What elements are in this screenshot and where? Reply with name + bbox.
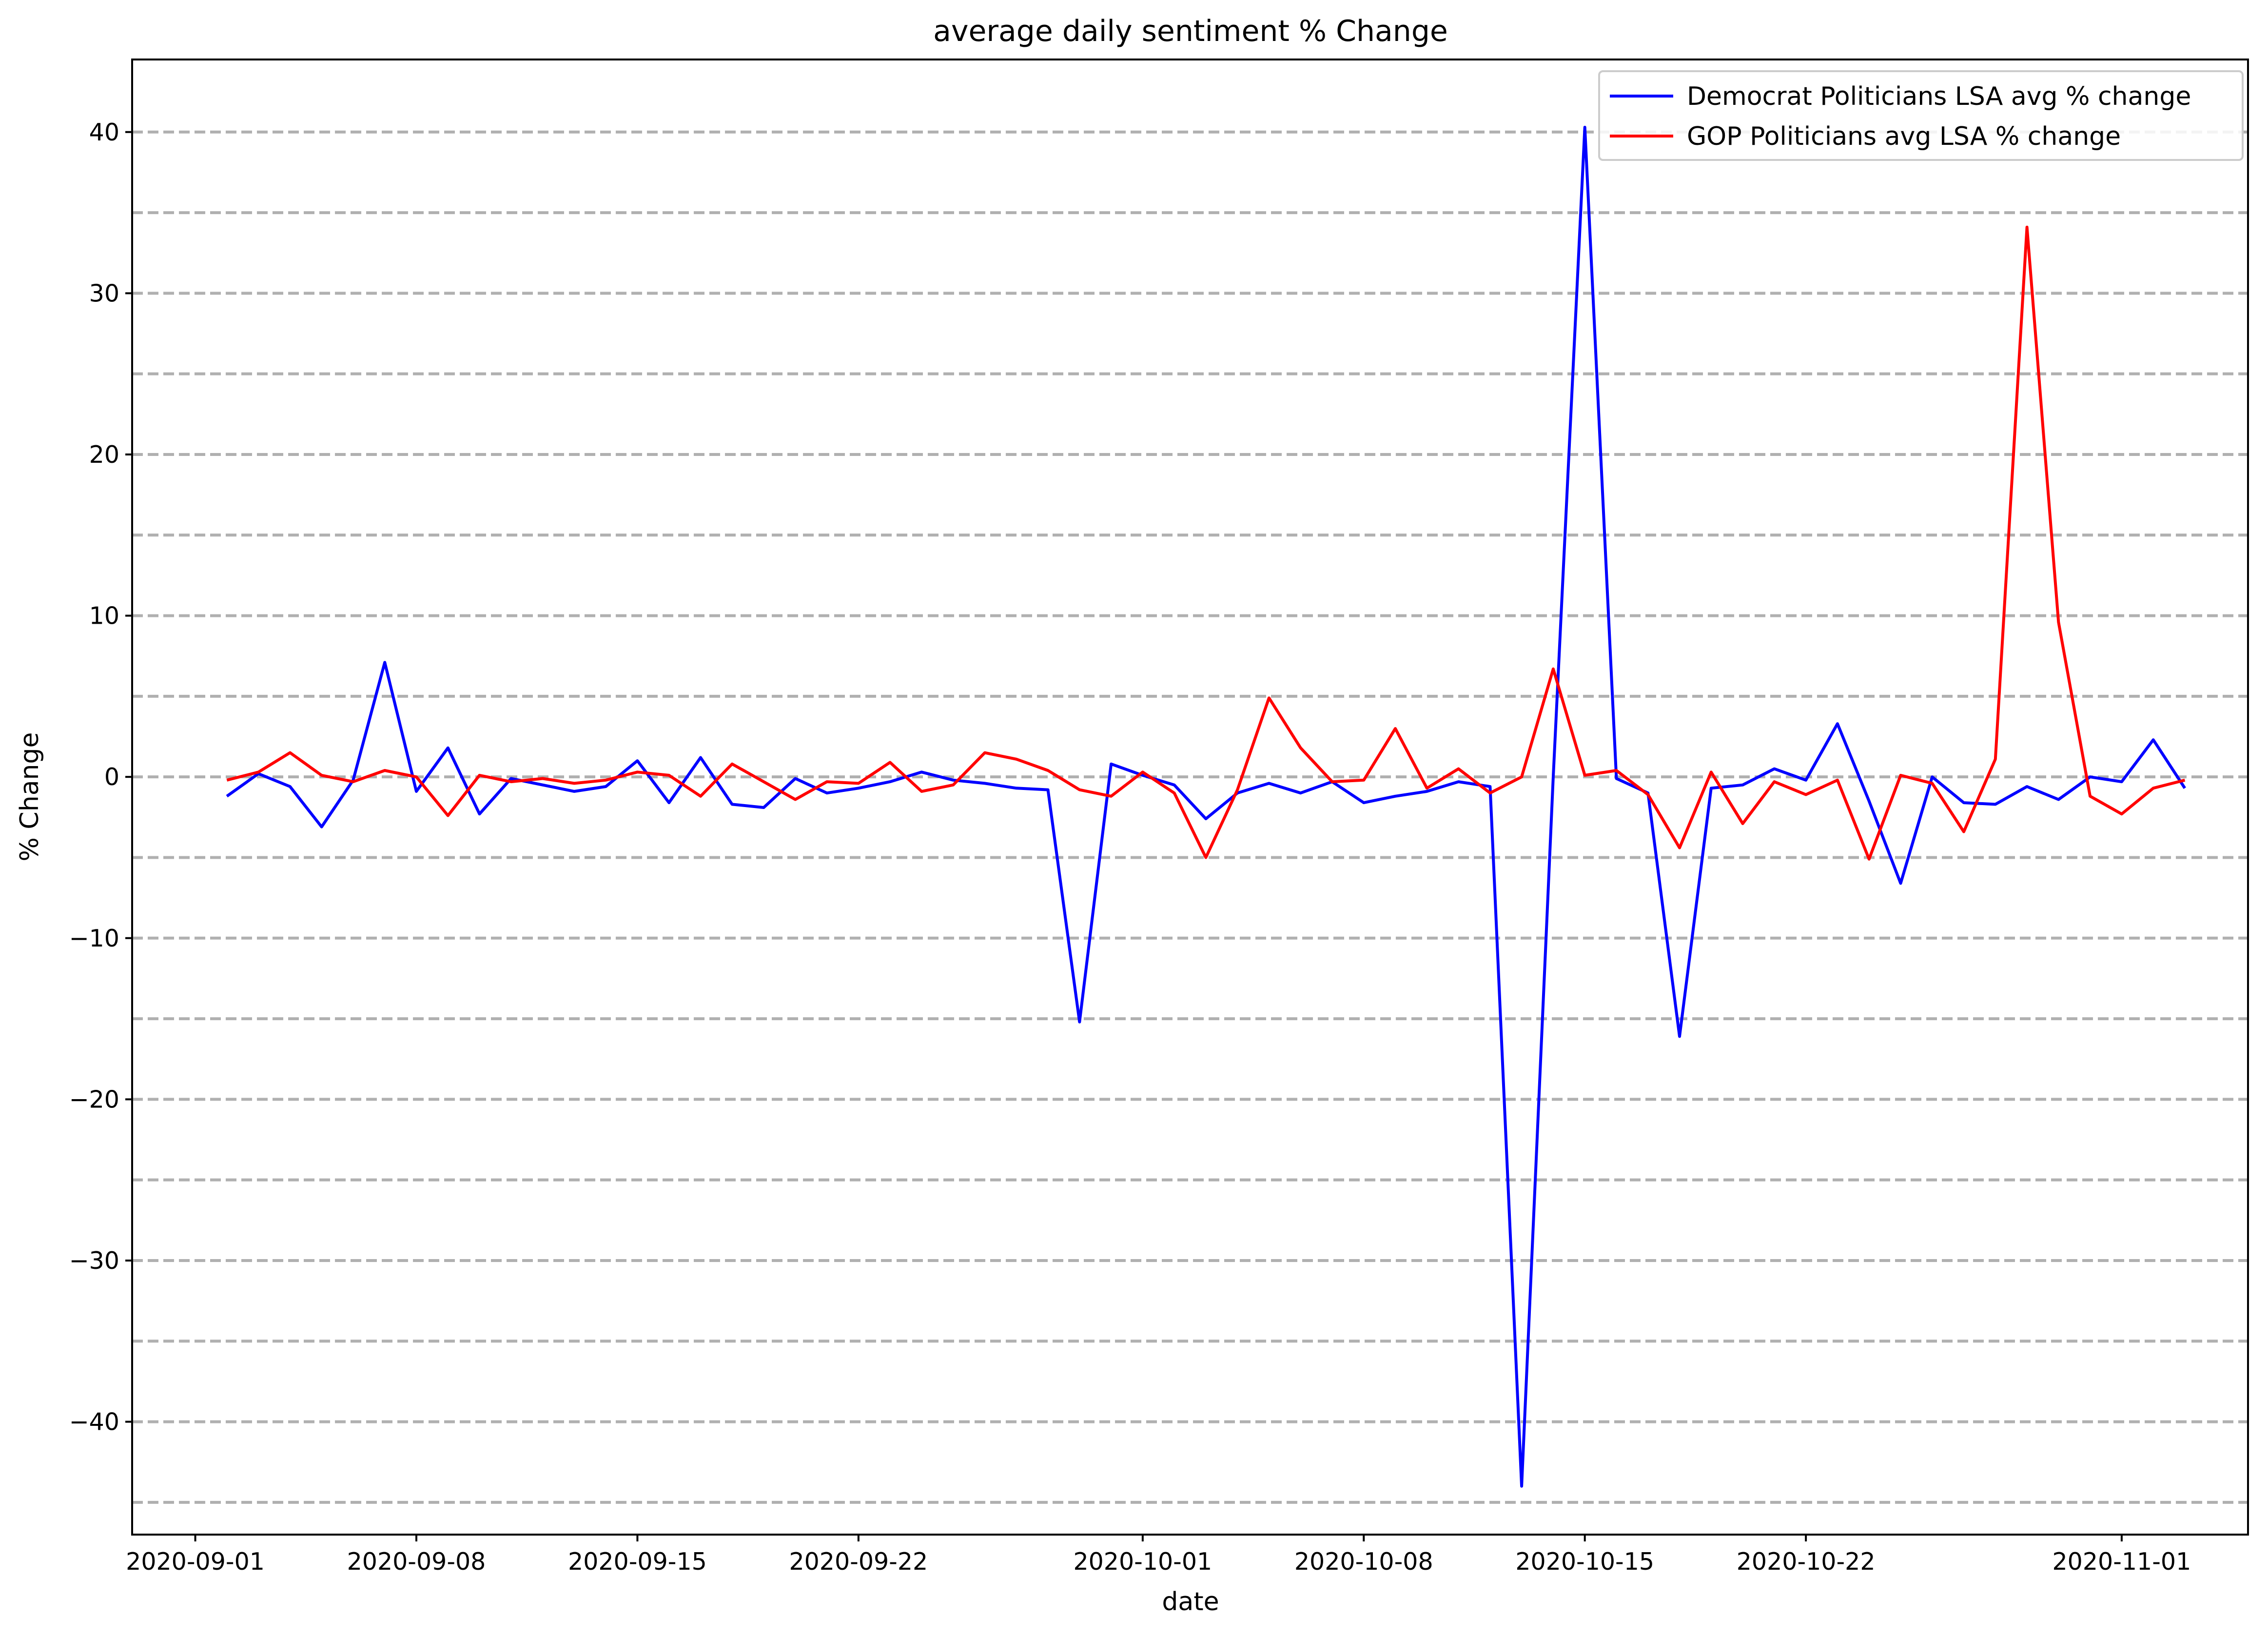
y-tick-label: −30 [69,1247,119,1275]
y-tick-label: 20 [89,441,119,469]
y-tick-label: −20 [69,1085,119,1113]
y-axis: −40 −30 −20 −10 0 10 20 30 40 [69,118,132,1436]
legend-label-gop: GOP Politicians avg LSA % change [1687,122,2121,151]
x-tick-label: 2020-10-15 [1515,1548,1654,1576]
plot-area-frame [131,59,2249,1536]
x-tick-label: 2020-09-22 [789,1548,928,1576]
x-tick-label: 2020-10-22 [1737,1548,1876,1576]
y-tick-label: 0 [104,763,119,791]
legend-label-democrat: Democrat Politicians LSA avg % change [1687,82,2191,111]
x-tick-label: 2020-09-08 [347,1548,486,1576]
legend-box [1598,70,2244,161]
y-tick-label: 10 [89,602,119,630]
y-tick-label: −10 [69,925,119,952]
y-tick-label: −40 [69,1408,119,1436]
y-axis-label: % Change [15,732,44,861]
y-tick-label: 30 [89,279,119,307]
grid-lines [132,130,2248,1504]
series-line-democrat [226,125,2186,1488]
series-lines [226,125,2186,1488]
x-tick-label: 2020-10-08 [1294,1548,1433,1576]
x-tick-label: 2020-10-01 [1073,1548,1212,1576]
chart-title: average daily sentiment % Change [933,14,1448,48]
y-tick-label: 40 [89,118,119,146]
x-tick-label: 2020-09-01 [126,1548,265,1576]
x-axis-label: date [1162,1587,1219,1617]
x-axis: 2020-09-01 2020-09-08 2020-09-15 2020-09-22… [126,1535,2191,1576]
legend: Democrat Politicians LSA avg % change GO… [1598,70,2244,161]
x-tick-label: 2020-09-15 [568,1548,707,1576]
series-line-gop [226,225,2186,861]
x-tick-label: 2020-11-01 [2053,1548,2191,1576]
